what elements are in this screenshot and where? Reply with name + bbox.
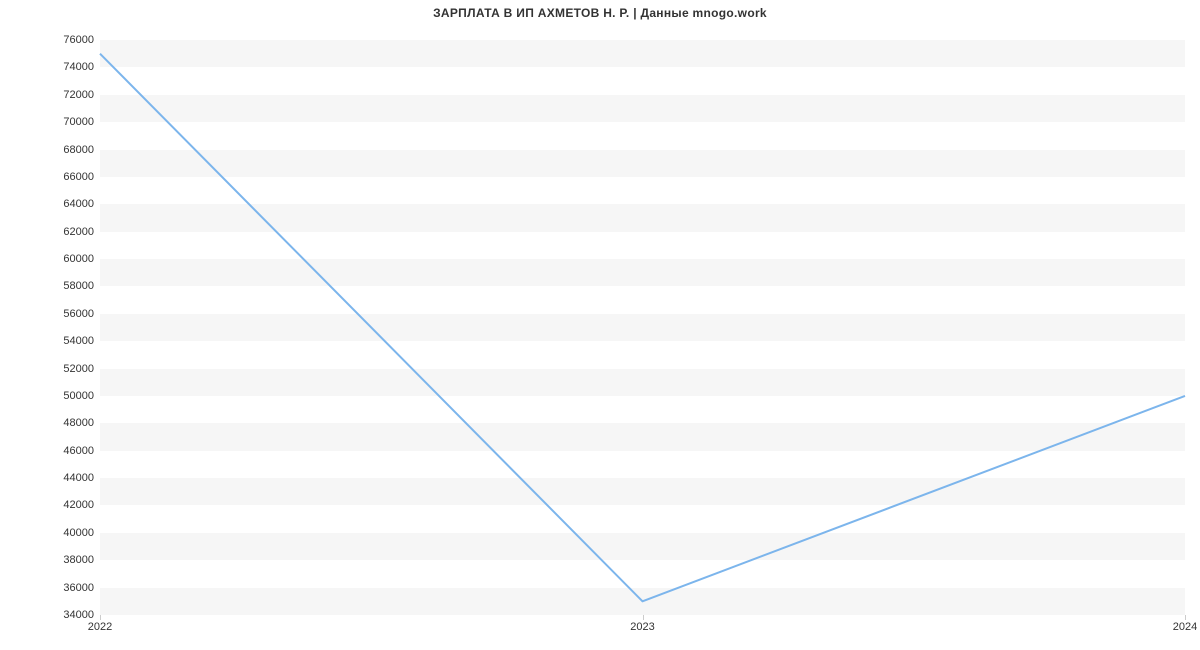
y-tick-label: 64000 [63,198,94,210]
x-tick-mark [643,615,644,620]
y-tick-label: 46000 [63,445,94,457]
y-tick-label: 48000 [63,417,94,429]
series-line [100,54,1185,602]
y-tick-label: 52000 [63,363,94,375]
y-tick-label: 36000 [63,582,94,594]
x-tick-mark [100,615,101,620]
chart-title: ЗАРПЛАТА В ИП АХМЕТОВ Н. Р. | Данные mno… [0,6,1200,20]
y-tick-label: 44000 [63,472,94,484]
y-tick-label: 68000 [63,144,94,156]
y-tick-label: 58000 [63,280,94,292]
y-tick-label: 50000 [63,390,94,402]
y-tick-label: 70000 [63,116,94,128]
x-tick-label: 2024 [1173,621,1197,633]
x-tick-mark [1185,615,1186,620]
y-tick-label: 40000 [63,527,94,539]
y-tick-label: 38000 [63,554,94,566]
y-tick-label: 42000 [63,499,94,511]
plot-area: 3400036000380004000042000440004600048000… [100,40,1185,615]
y-tick-label: 60000 [63,253,94,265]
salary-chart: ЗАРПЛАТА В ИП АХМЕТОВ Н. Р. | Данные mno… [0,0,1200,650]
x-tick-label: 2023 [630,621,654,633]
y-tick-label: 34000 [63,609,94,621]
line-series [100,40,1185,615]
y-tick-label: 76000 [63,34,94,46]
y-tick-label: 62000 [63,226,94,238]
y-tick-label: 66000 [63,171,94,183]
y-tick-label: 54000 [63,335,94,347]
y-tick-label: 56000 [63,308,94,320]
x-tick-label: 2022 [88,621,112,633]
y-tick-label: 74000 [63,61,94,73]
y-tick-label: 72000 [63,89,94,101]
